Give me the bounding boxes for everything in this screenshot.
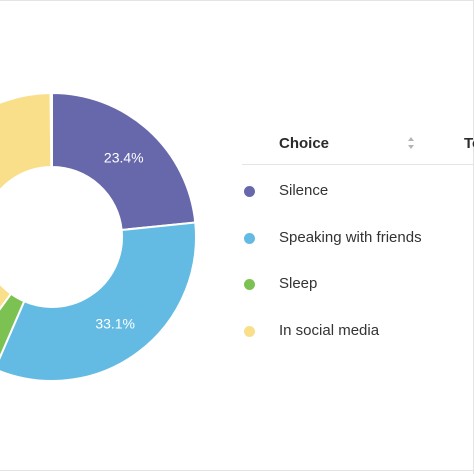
slice-speaking-with-friends[interactable] [0,221,197,382]
slice-label-silence: 23.4% [104,150,144,166]
legend-item[interactable]: Speaking with friends [242,217,474,264]
legend-label: Silence [279,182,329,199]
legend-label: Speaking with friends [279,228,422,246]
legend-item[interactable]: In social media [242,310,474,357]
sort-updown-icon[interactable] [406,135,416,151]
legend-item[interactable]: Silence [242,170,474,217]
legend-label: Sleep [279,275,318,292]
legend-item[interactable]: Sleep [242,263,474,310]
table-header: Choice To [242,126,474,165]
panel-bottom-border [0,470,474,471]
column-header-next[interactable]: To [464,135,474,152]
legend-swatch [244,325,255,337]
legend-swatch [244,186,255,197]
chart-legend: Silence Speaking with friends Sleep In soci… [242,170,474,356]
slice-label-speaking-with-friends: 33.1% [95,315,135,331]
slice-silence[interactable] [51,91,197,232]
panel-top-border [0,0,474,1]
legend-label: In social media [279,321,380,339]
column-header-choice[interactable]: Choice [279,135,330,152]
legend-swatch [244,232,255,244]
legend-swatch [244,279,255,290]
slice-in-social-media[interactable] [0,91,53,354]
